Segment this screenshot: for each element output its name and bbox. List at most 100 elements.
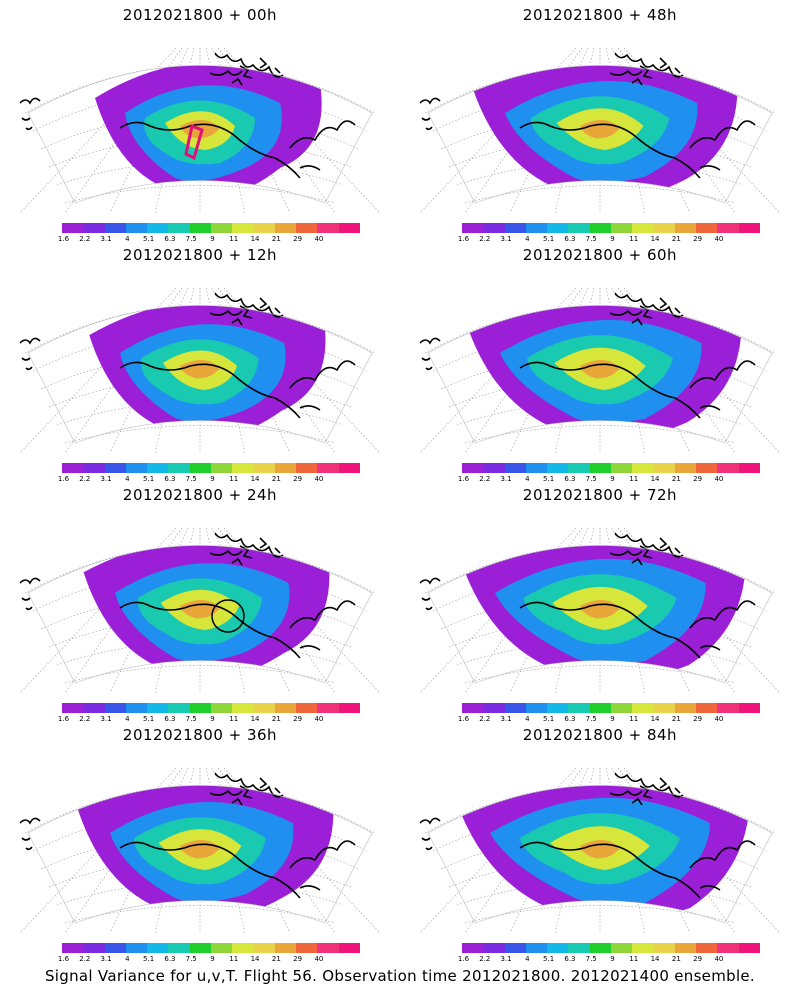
colorbar-segment	[483, 943, 505, 953]
colorbar-tick-label: 1.6	[457, 475, 470, 483]
colorbar-segment	[610, 943, 633, 953]
variance-field	[89, 305, 326, 438]
colorbar-segment	[210, 943, 233, 953]
colorbar-segment	[589, 223, 611, 233]
colorbar-tick-label: 2.2	[79, 955, 91, 963]
colorbar-segment	[62, 463, 84, 473]
forecast-panel: 2012021800 + 72h 1.6 2.2 3.1 4 5.1 6.3 7.5 9 11 14…	[400, 480, 800, 725]
colorbar-segment	[589, 703, 611, 713]
colorbar-tick-label: 4	[125, 475, 130, 483]
colorbar-segment	[696, 703, 718, 713]
colorbar-tick-label: 1.6	[57, 475, 70, 483]
colorbar-segment	[674, 943, 697, 953]
colorbar-segment	[547, 463, 569, 473]
colorbar-segment	[738, 703, 760, 713]
colorbar-segment	[210, 703, 233, 713]
colorbar-segment	[104, 703, 126, 713]
colorbar-tick-label: 1.6	[457, 955, 470, 963]
colorbar-tick-label: 6.3	[164, 955, 176, 963]
colorbar-segment	[568, 223, 590, 233]
colorbar-segment	[83, 703, 105, 713]
colorbar	[62, 463, 360, 473]
colorbar-tick-label: 14	[250, 955, 260, 963]
colorbar-segment	[168, 223, 190, 233]
colorbar-tick-label: 14	[650, 715, 660, 723]
colorbar-tick-label: 40	[314, 715, 324, 723]
coastline	[419, 292, 756, 419]
colorbar	[462, 463, 760, 473]
colorbar-tick-label: 11	[229, 955, 239, 963]
colorbar-segment	[104, 943, 126, 953]
variance-field	[472, 65, 738, 200]
colorbar-labels: 1.6 2.2 3.1 4 5.1 6.3 7.5 9 11 14 21 29 40	[458, 715, 760, 725]
colorbar-segment	[462, 463, 484, 473]
colorbar-tick-label: 3.1	[500, 715, 512, 723]
colorbar-tick-label: 11	[629, 955, 639, 963]
colorbar-segment	[189, 223, 211, 233]
polar-map	[19, 767, 381, 933]
colorbar-labels: 1.6 2.2 3.1 4 5.1 6.3 7.5 9 11 14 21 29 40	[58, 475, 360, 485]
forecast-panel: 2012021800 + 12h 1.6 2.2 3.1 4 5.1 6.3 7.5 9 11 14…	[0, 240, 400, 485]
coastline	[419, 772, 756, 899]
colorbar-segment	[568, 703, 590, 713]
panel-title: 2012021800 + 24h	[122, 486, 278, 504]
colorbar-segment	[462, 703, 484, 713]
colorbar-segment	[653, 223, 675, 233]
colorbar-segment	[338, 703, 360, 713]
colorbar-segment	[274, 463, 297, 473]
forecast-panel: 2012021800 + 00h 1.6 2.2 3.1 4 5.1 6.3 7.5 9 11 14…	[0, 0, 400, 245]
colorbar-tick-label: 40	[714, 955, 724, 963]
colorbar-segment	[717, 463, 739, 473]
polar-map	[19, 527, 381, 693]
colorbar-tick-label: 21	[671, 955, 681, 963]
colorbar-tick-label: 4	[525, 475, 530, 483]
colorbar-tick-label: 7.5	[185, 955, 197, 963]
colorbar-segment	[674, 463, 697, 473]
colorbar-tick-label: 5.1	[143, 955, 155, 963]
colorbar	[462, 703, 760, 713]
colorbar-segment	[232, 223, 254, 233]
colorbar-tick-label: 11	[229, 235, 239, 243]
colorbar-labels: 1.6 2.2 3.1 4 5.1 6.3 7.5 9 11 14 21 29 40	[458, 235, 760, 245]
colorbar-segment	[83, 463, 105, 473]
colorbar-segment	[296, 463, 318, 473]
colorbar-segment	[317, 463, 339, 473]
colorbar-segment	[338, 463, 360, 473]
polar-map	[419, 287, 781, 453]
target-circle	[211, 599, 245, 633]
colorbar-tick-label: 11	[629, 475, 639, 483]
colorbar-segment	[504, 703, 526, 713]
colorbar-segment	[717, 943, 739, 953]
colorbar-tick-label: 7.5	[185, 715, 197, 723]
colorbar	[62, 703, 360, 713]
colorbar-segment	[568, 463, 590, 473]
colorbar-tick-label: 21	[271, 955, 281, 963]
colorbar-tick-label: 14	[250, 715, 260, 723]
polar-map	[419, 767, 781, 933]
colorbar-tick-label: 7.5	[585, 955, 597, 963]
colorbar-tick-label: 3.1	[500, 475, 512, 483]
colorbar-tick-label: 2.2	[79, 715, 91, 723]
coastline	[19, 292, 356, 419]
colorbar-segment	[504, 463, 526, 473]
colorbar-tick-label: 40	[314, 475, 324, 483]
colorbar-tick-label: 40	[714, 475, 724, 483]
colorbar-tick-label: 5.1	[543, 475, 555, 483]
colorbar-segment	[462, 943, 484, 953]
colorbar-tick-label: 29	[693, 715, 703, 723]
forecast-panel: 2012021800 + 84h 1.6 2.2 3.1 4 5.1 6.3 7.5 9 11 14…	[400, 720, 800, 965]
colorbar-tick-label: 3.1	[500, 235, 512, 243]
colorbar-segment	[632, 463, 654, 473]
colorbar-segment	[253, 463, 275, 473]
colorbar-segment	[317, 223, 339, 233]
colorbar-tick-label: 14	[650, 235, 660, 243]
colorbar-tick-label: 6.3	[564, 475, 576, 483]
coastline	[419, 52, 756, 179]
colorbar-segment	[168, 463, 190, 473]
colorbar-segment	[504, 943, 526, 953]
colorbar-tick-label: 40	[314, 235, 324, 243]
colorbar-tick-label: 9	[610, 235, 615, 243]
colorbar-segment	[717, 703, 739, 713]
variance-field	[83, 545, 330, 679]
colorbar-segment	[338, 223, 360, 233]
